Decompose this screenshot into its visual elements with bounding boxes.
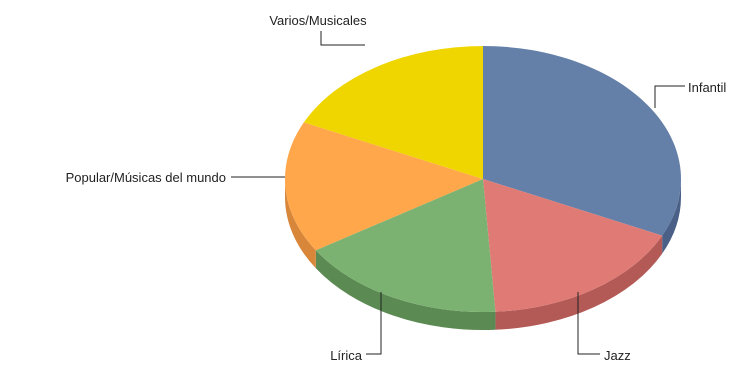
leader-line-lirica xyxy=(366,292,382,355)
slice-side-popular xyxy=(285,179,316,269)
slice-label-lirica: Lírica xyxy=(330,348,363,363)
leader-lines xyxy=(231,31,685,355)
leader-line-varios xyxy=(320,31,365,46)
pie-sides xyxy=(285,179,681,331)
leader-line-jazz xyxy=(577,292,600,355)
slice-infantil xyxy=(483,46,682,236)
pie-slices xyxy=(284,45,682,313)
slice-lirica xyxy=(315,179,496,313)
slice-side-infantil xyxy=(662,179,681,254)
leader-line-infantil xyxy=(654,85,685,108)
slice-side-jazz xyxy=(495,235,663,330)
slice-label-jazz: Jazz xyxy=(604,348,631,363)
slice-popular xyxy=(284,122,483,251)
slice-label-infantil: Infantil xyxy=(688,80,726,95)
slice-varios xyxy=(303,45,483,180)
slice-jazz xyxy=(483,179,663,312)
slice-label-popular: Popular/Músicas del mundo xyxy=(66,170,226,185)
slice-label-varios: Varios/Musicales xyxy=(269,13,367,28)
slice-side-lirica xyxy=(315,250,496,331)
